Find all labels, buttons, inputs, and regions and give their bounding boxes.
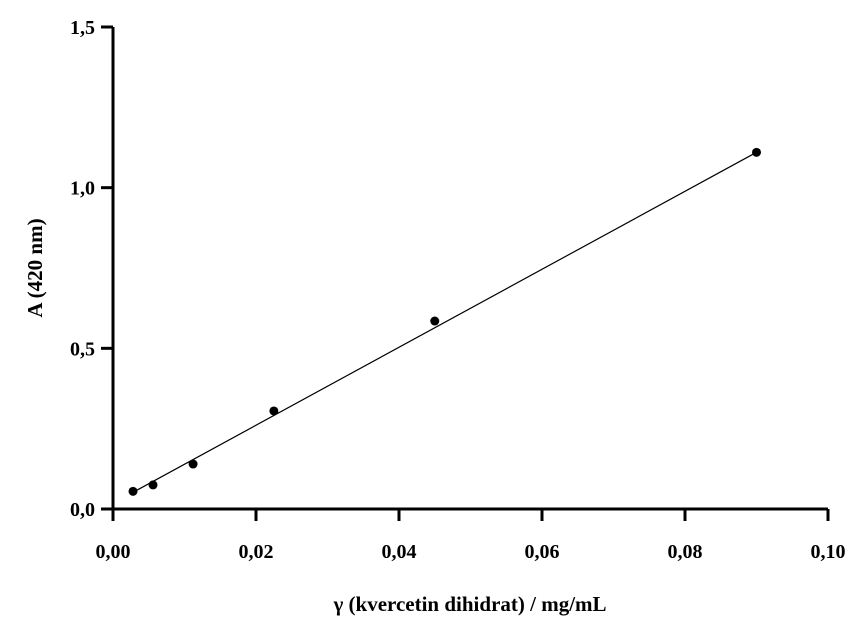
x-tick-label: 0,00 — [96, 541, 131, 563]
data-points — [128, 147, 761, 496]
y-tick-label: 1,5 — [70, 17, 95, 39]
y-tick-label: 0,5 — [70, 338, 95, 360]
axes — [111, 27, 828, 511]
x-tick-label: 0,08 — [668, 541, 703, 563]
x-axis-title: γ (kvercetin dihidrat) / mg/mL — [332, 592, 606, 616]
data-point — [752, 147, 761, 157]
fit-line — [132, 151, 757, 493]
x-tick-label: 0,02 — [239, 541, 274, 563]
y-ticks: 0,0 0,5 1,0 1,5 — [70, 17, 113, 521]
x-tick-label: 0,10 — [811, 541, 846, 563]
x-tick-label: 0,06 — [525, 541, 560, 563]
data-point — [148, 480, 158, 490]
data-point — [128, 486, 138, 496]
x-ticks: 0,00 0,02 0,04 0,06 0,08 0,10 — [96, 509, 846, 563]
data-point — [269, 406, 279, 416]
data-point — [430, 316, 440, 326]
data-point — [188, 459, 198, 469]
y-axis-title: A (420 nm) — [23, 218, 47, 317]
x-tick-label: 0,04 — [382, 541, 417, 563]
y-tick-label: 1,0 — [70, 178, 95, 200]
y-tick-label: 0,0 — [70, 499, 95, 521]
